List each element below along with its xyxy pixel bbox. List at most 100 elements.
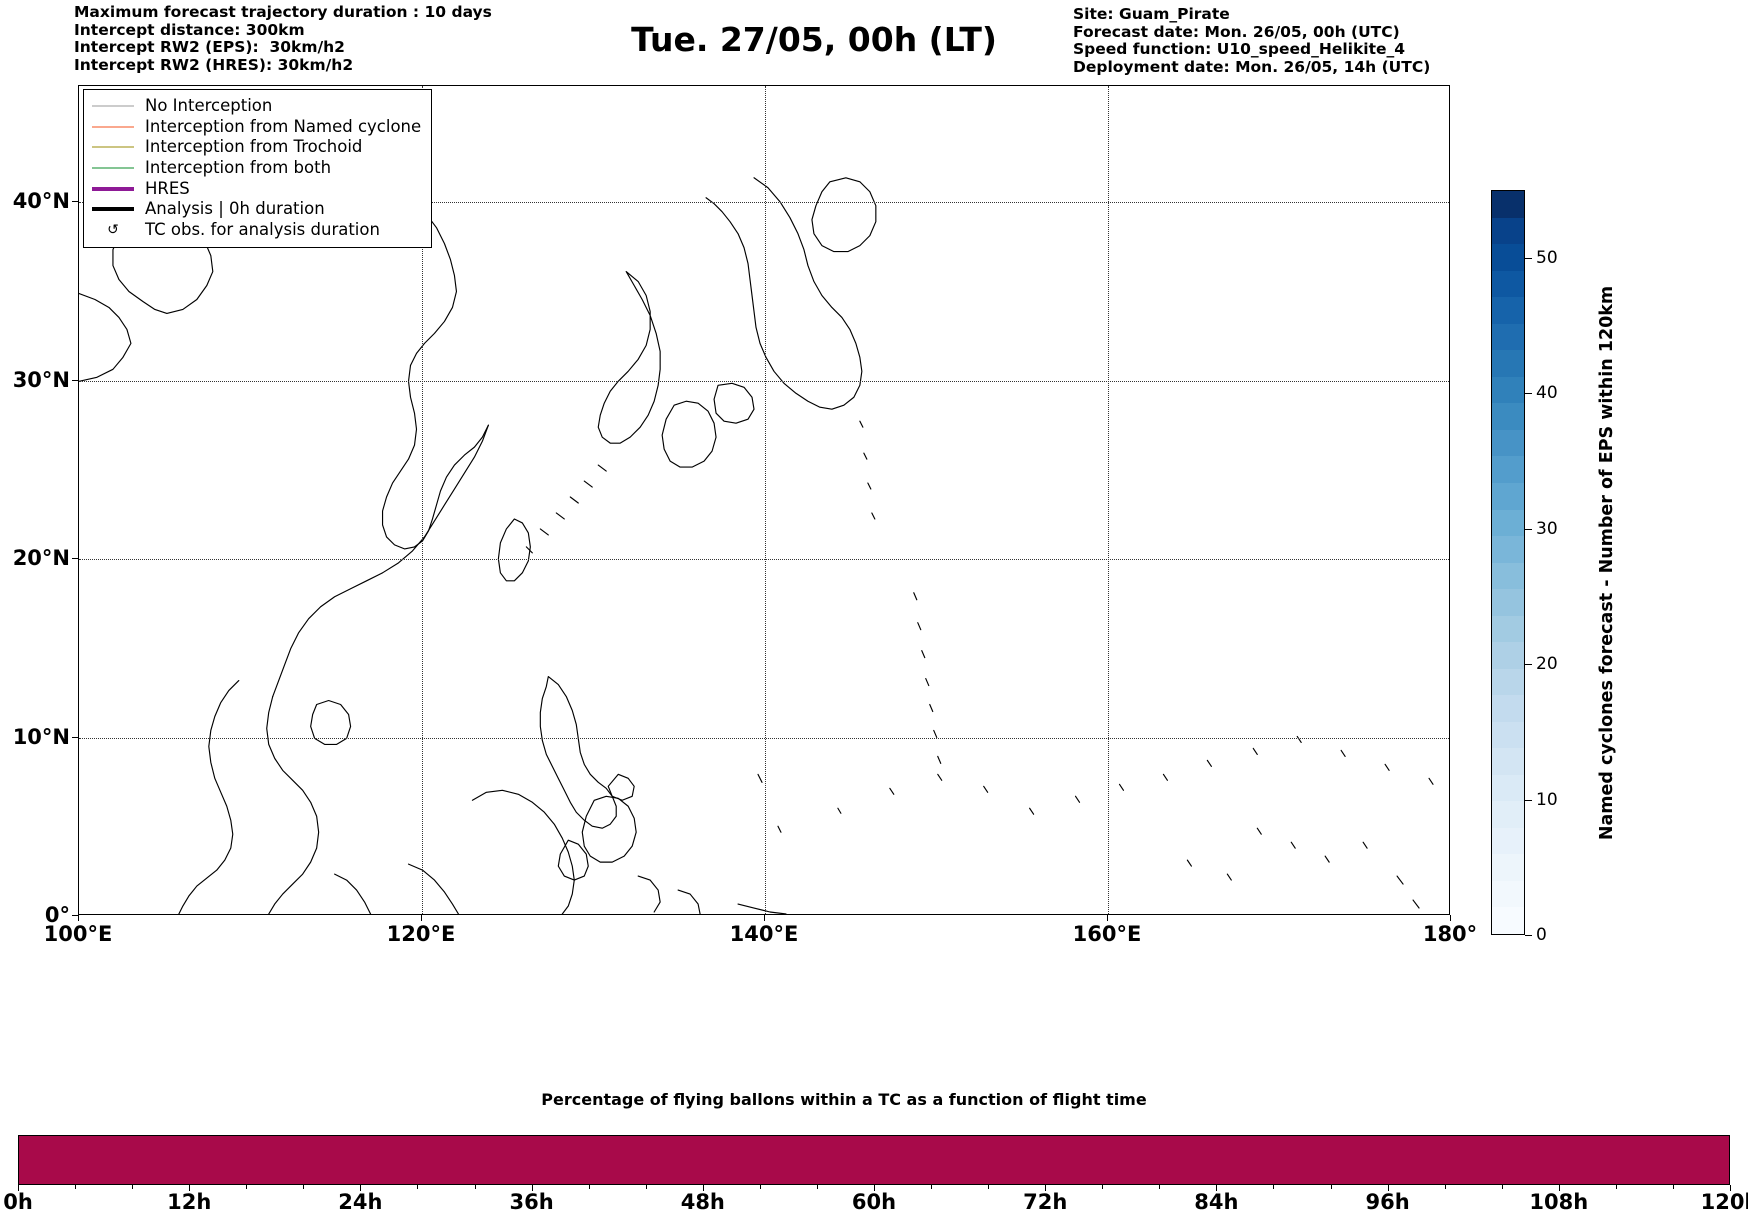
pct-xtick-minor-16: [246, 1185, 248, 1189]
gridline-lon-140: [765, 86, 766, 914]
pct-xtick-label-36: 36h: [509, 1190, 554, 1214]
legend-swatch-5: [92, 202, 134, 216]
pct-xtick-minor-104: [1501, 1185, 1503, 1189]
page-title: Tue. 27/05, 00h (LT): [0, 20, 1748, 59]
pct-xtick-minor-80: [1159, 1185, 1161, 1189]
colorbar-segment-20: [1492, 376, 1524, 404]
pct-xtick-minor-76: [1102, 1185, 1104, 1189]
header-right-info: Site: Guam_Pirate Forecast date: Mon. 26/…: [1073, 5, 1431, 76]
pct-xtick-minor-28: [417, 1185, 419, 1189]
map-ytick-10: [72, 736, 78, 738]
colorbar-segment-23: [1492, 297, 1524, 324]
pct-xtick-72: [1045, 1185, 1047, 1191]
legend-item-2[interactable]: Interception from Trochoid: [92, 137, 421, 158]
colorbar-segment-26: [1492, 217, 1524, 245]
header-right-line-2: Speed function: U10_speed_Helikite_4: [1073, 40, 1406, 58]
legend-item-3[interactable]: Interception from both: [92, 158, 421, 179]
header-left-line-1: Intercept distance: 300km: [74, 20, 305, 39]
legend-item-1[interactable]: Interception from Named cyclone: [92, 117, 421, 138]
map-xtick-180: [1450, 915, 1451, 921]
colorbar[interactable]: 0 10 20 30 40 50: [1491, 190, 1558, 945]
legend-label-0: No Interception: [145, 96, 273, 116]
header-left-line-2: Intercept RW2 (EPS): 30km/h2: [74, 38, 345, 56]
legend-label-5: Analysis | 0h duration: [145, 199, 325, 219]
pct-xtick-label-12: 12h: [167, 1190, 212, 1214]
map-xtick-label-180: 180°: [1422, 922, 1478, 946]
map-xtick-100: [78, 915, 79, 921]
colorbar-gradient: [1491, 190, 1525, 935]
pct-xtick-minor-32: [474, 1185, 476, 1189]
colorbar-segment-0: [1492, 907, 1524, 934]
map-ytick-40: [72, 201, 78, 203]
legend-item-6[interactable]: ↺ TC obs. for analysis duration: [92, 220, 421, 241]
colorbar-segment-5: [1492, 774, 1524, 802]
legend-label-4: HRES: [145, 178, 190, 198]
colorbar-segment-8: [1492, 695, 1524, 722]
colorbar-segment-24: [1492, 270, 1524, 298]
legend-swatch-0: [92, 99, 134, 113]
colorbar-segment-14: [1492, 536, 1524, 563]
colorbar-segment-16: [1492, 482, 1524, 510]
pct-xtick-minor-52: [759, 1185, 761, 1189]
map-ytick-20: [72, 558, 78, 559]
colorbar-segment-15: [1492, 509, 1524, 537]
map-xtick-140: [764, 915, 765, 921]
header-right-line-3: Deployment date: Mon. 26/05, 14h (UTC): [1073, 57, 1431, 76]
percentage-bar-axes[interactable]: [18, 1135, 1730, 1185]
legend-line-3: [92, 167, 134, 169]
colorbar-tick-40: [1525, 393, 1532, 395]
colorbar-tick-30: [1525, 528, 1532, 530]
pct-xtick-84: [1216, 1185, 1218, 1191]
colorbar-segment-21: [1492, 350, 1524, 377]
colorbar-tick-label-50: 50: [1536, 247, 1558, 268]
map-xtick-label-160: 160°E: [1072, 922, 1142, 946]
colorbar-segment-1: [1492, 880, 1524, 908]
percentage-bar-title: Percentage of flying ballons within a TC…: [541, 1090, 1147, 1109]
pct-xtick-minor-4: [75, 1185, 77, 1189]
pct-xtick-96: [1387, 1185, 1389, 1191]
map-ytick-label-40: 40°N: [12, 189, 70, 214]
pct-xtick-label-24: 24h: [338, 1190, 383, 1214]
legend-label-2: Interception from Trochoid: [145, 137, 363, 157]
colorbar-segment-2: [1492, 854, 1524, 881]
colorbar-tick-label-30: 30: [1536, 518, 1558, 539]
map-ytick-label-20: 20°N: [12, 546, 70, 570]
colorbar-segment-18: [1492, 429, 1524, 457]
pct-xtick-label-48: 48h: [680, 1190, 725, 1214]
pct-xtick-label-96: 96h: [1365, 1190, 1410, 1214]
map-xtick-label-120: 120°E: [386, 922, 456, 946]
colorbar-tick-label-0: 0: [1536, 925, 1547, 945]
pct-xtick-minor-100: [1444, 1185, 1446, 1189]
legend-line-1: [92, 126, 134, 128]
colorbar-segment-12: [1492, 589, 1524, 616]
pct-xtick-minor-20: [303, 1185, 305, 1189]
pct-xtick-60: [874, 1185, 875, 1191]
gridline-lat-20: [79, 559, 1449, 560]
colorbar-title: Named cyclones forecast - Number of EPS …: [1597, 285, 1617, 840]
map-ytick-0: [72, 915, 78, 916]
legend-item-4[interactable]: HRES: [92, 178, 421, 199]
header-left-info: Maximum forecast trajectory duration : 1…: [74, 3, 492, 74]
pct-xtick-minor-64: [931, 1185, 933, 1189]
colorbar-segment-9: [1492, 668, 1524, 696]
legend-swatch-2: [92, 140, 134, 154]
colorbar-tick-50: [1525, 257, 1532, 259]
colorbar-segment-11: [1492, 615, 1524, 643]
pct-xtick-label-108: 108h: [1529, 1190, 1589, 1214]
gridline-lat-30: [79, 380, 1449, 382]
legend-swatch-4: [92, 182, 134, 196]
pct-xtick-36: [531, 1185, 533, 1191]
colorbar-segment-27: [1492, 191, 1524, 218]
legend-item-5[interactable]: Analysis | 0h duration: [92, 199, 421, 220]
legend-item-0[interactable]: No Interception: [92, 96, 421, 117]
pct-xtick-108: [1558, 1185, 1560, 1191]
header-right-line-0: Site: Guam_Pirate: [1073, 5, 1230, 23]
cyclone-icon: ↺: [107, 221, 119, 238]
gridline-lat-10: [79, 737, 1449, 739]
colorbar-tick-0: [1525, 935, 1532, 936]
legend-line-4: [92, 186, 134, 191]
colorbar-segment-4: [1492, 801, 1524, 828]
header-right-line-1: Forecast date: Mon. 26/05, 00h (UTC): [1073, 22, 1400, 41]
pct-xtick-label-84: 84h: [1194, 1190, 1239, 1214]
legend-label-6: TC obs. for analysis duration: [145, 219, 380, 239]
